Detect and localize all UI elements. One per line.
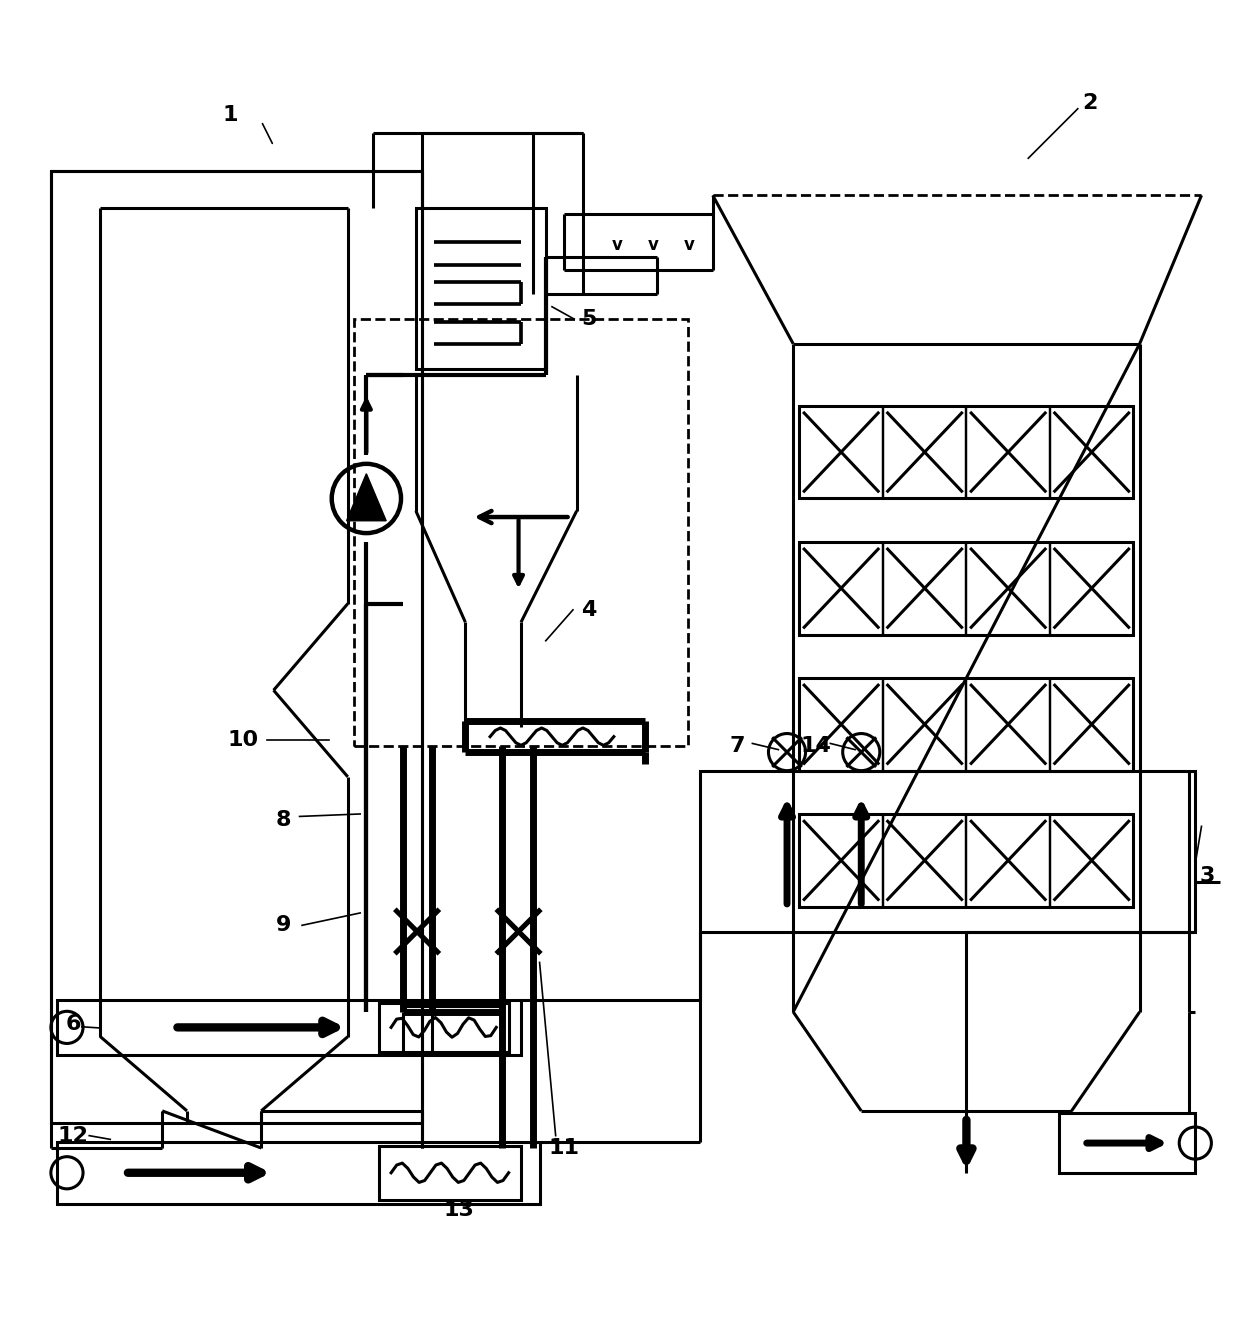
Text: 8: 8 [275, 811, 291, 831]
Text: 11: 11 [549, 1138, 580, 1158]
Text: 5: 5 [582, 309, 596, 329]
Bar [701, 771, 1195, 932]
Text: 1: 1 [222, 105, 238, 125]
Bar [800, 815, 1133, 906]
Text: 14: 14 [800, 736, 831, 756]
Bar [415, 208, 546, 369]
Text: 2: 2 [1083, 93, 1097, 113]
Text: 12: 12 [58, 1126, 88, 1146]
Text: 7: 7 [730, 736, 745, 756]
Text: 13: 13 [444, 1199, 475, 1221]
Text: v: v [683, 236, 694, 254]
Bar [1059, 1113, 1195, 1173]
Text: 3: 3 [1200, 866, 1215, 886]
Bar [378, 1004, 508, 1051]
Polygon shape [346, 474, 386, 520]
Bar [800, 406, 1133, 499]
Text: v: v [613, 236, 622, 254]
Bar [378, 1146, 521, 1201]
Bar [800, 542, 1133, 635]
Text: 4: 4 [582, 600, 596, 620]
Bar [57, 1000, 521, 1055]
Bar [57, 1142, 539, 1203]
Bar [353, 319, 688, 745]
Text: v: v [649, 236, 658, 254]
Text: 6: 6 [66, 1014, 81, 1034]
Text: 9: 9 [275, 916, 291, 936]
Text: 10: 10 [227, 729, 258, 749]
Bar [51, 170, 422, 1123]
Bar [800, 677, 1133, 771]
